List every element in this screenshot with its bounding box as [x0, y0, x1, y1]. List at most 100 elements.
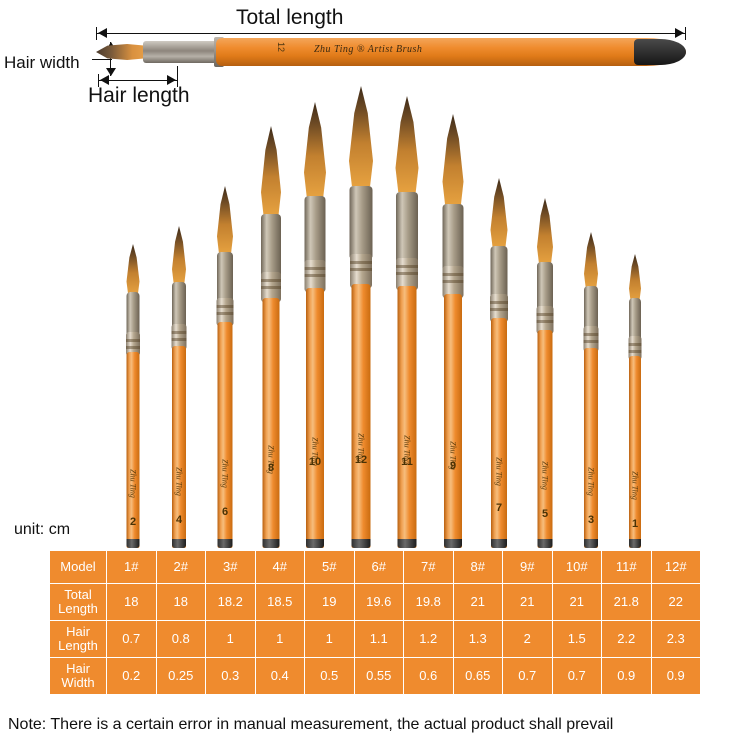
cell-total-length-8: 21	[452, 583, 503, 621]
brush-size-number: 12	[354, 454, 368, 466]
brush-item: Zhu Ting 4	[166, 226, 192, 548]
cell-total-length-6: 19.6	[353, 583, 404, 621]
brush-size-lineup: Zhu Ting 2 Zhu Ting 4 Zhu Ting 6 Zhu Tin…	[120, 86, 648, 548]
brush-item: Zhu Ting 12	[348, 86, 374, 548]
row-header-hair-length: Hair Length	[49, 620, 107, 658]
brush-item: Zhu Ting 7	[486, 178, 512, 548]
cell-model-2: 2#	[155, 550, 206, 584]
cell-hair-width-3: 0.3	[205, 657, 256, 695]
brush-hair	[172, 226, 186, 286]
brush-ring	[216, 298, 234, 326]
cell-hair-length-9: 2	[502, 620, 553, 658]
row-header-hair-length-line1: Hair	[66, 624, 90, 639]
brush-handle	[217, 322, 233, 548]
hair-length-label: Hair length	[88, 84, 190, 107]
brush-item: Zhu Ting 6	[212, 186, 238, 548]
brush-brand: Zhu Ting	[128, 469, 138, 498]
brush-ferrule	[584, 286, 598, 330]
cell-total-length-10: 21	[551, 583, 602, 621]
brush-ferrule	[126, 292, 140, 336]
brush-ferrule	[261, 214, 281, 276]
brush-item: Zhu Ting 3	[578, 232, 604, 548]
cell-model-12: 12#	[650, 550, 701, 584]
cell-hair-width-8: 0.65	[452, 657, 503, 695]
cell-model-7: 7#	[403, 550, 454, 584]
row-header-hair-width-line1: Hair	[66, 661, 90, 676]
brush-item: Zhu Ting 1	[622, 254, 648, 548]
brush-ferrule	[490, 246, 508, 298]
cell-hair-width-1: 0.2	[106, 657, 157, 695]
brush-handle	[537, 330, 553, 548]
brush-ring	[171, 324, 187, 350]
brush-ferrule	[537, 262, 553, 310]
row-header-total-length: Total Length	[49, 583, 107, 621]
table-row-total-length: Total Length 18 18 18.2 18.5 19 19.6 19.…	[49, 583, 701, 621]
cell-hair-length-2: 0.8	[155, 620, 206, 658]
cell-total-length-4: 18.5	[254, 583, 305, 621]
table-row-model: Model 1# 2# 3# 4# 5# 6# 7# 8# 9# 10# 11#…	[49, 550, 701, 584]
cell-hair-length-1: 0.7	[106, 620, 157, 658]
cell-model-1: 1#	[106, 550, 157, 584]
reference-brush-ferrule	[143, 41, 223, 63]
row-header-hair-width-line2: Width	[61, 675, 95, 690]
hair-length-tick-right	[177, 66, 178, 87]
total-length-arrowhead-left	[98, 28, 107, 38]
brush-handle	[172, 346, 186, 548]
cell-model-10: 10#	[551, 550, 602, 584]
hair-length-arrow	[98, 80, 178, 81]
reference-brush-brand: Zhu Ting ® Artist Brush	[314, 44, 423, 55]
unit-label: unit: cm	[14, 521, 71, 538]
brush-hair	[442, 114, 464, 208]
cell-total-length-2: 18	[155, 583, 206, 621]
brush-item: Zhu Ting 10	[302, 102, 328, 548]
brush-ferrule	[442, 204, 464, 270]
total-length-arrow	[96, 33, 686, 34]
cell-hair-width-12: 0.9	[650, 657, 701, 695]
brush-hair	[349, 86, 373, 190]
cell-hair-length-10: 1.5	[551, 620, 602, 658]
cell-total-length-5: 19	[304, 583, 355, 621]
brush-hair	[395, 96, 419, 196]
brush-hair	[490, 178, 508, 250]
brush-ring	[442, 266, 464, 298]
hair-width-leader	[92, 59, 112, 60]
cell-model-11: 11#	[601, 550, 652, 584]
brush-ring	[304, 260, 326, 292]
brush-handle	[306, 288, 324, 548]
hair-length-arrowhead-left	[100, 75, 109, 85]
brush-ring	[396, 258, 418, 290]
cell-hair-width-11: 0.9	[601, 657, 652, 695]
brush-ferrule	[396, 192, 418, 262]
total-length-arrowhead-right	[675, 28, 684, 38]
cell-total-length-3: 18.2	[205, 583, 256, 621]
cell-hair-width-7: 0.6	[403, 657, 454, 695]
brush-handle	[351, 284, 371, 548]
brush-handle	[629, 356, 641, 548]
brush-ferrule	[217, 252, 233, 302]
brush-size-number: 6	[221, 506, 229, 518]
brush-item: Zhu Ting 5	[532, 198, 558, 548]
brush-handle	[262, 298, 280, 548]
cell-hair-length-7: 1.2	[403, 620, 454, 658]
brush-hair	[217, 186, 233, 256]
table-row-hair-length: Hair Length 0.7 0.8 1 1 1 1.1 1.2 1.3 2 …	[49, 620, 701, 658]
brush-item: Zhu Ting 2	[120, 244, 146, 548]
hair-width-label: Hair width	[4, 53, 80, 72]
brush-handle	[397, 286, 417, 548]
cell-hair-length-5: 1	[304, 620, 355, 658]
row-header-total-length-line1: Total	[64, 587, 92, 602]
brush-handle	[444, 294, 462, 548]
cell-hair-width-9: 0.7	[502, 657, 553, 695]
cell-model-4: 4#	[254, 550, 305, 584]
cell-hair-length-11: 2.2	[601, 620, 652, 658]
brush-ferrule	[629, 298, 641, 340]
cell-hair-length-4: 1	[254, 620, 305, 658]
brush-item: Zhu Ting 8	[258, 126, 284, 548]
brush-brand: Zhu Ting	[630, 471, 640, 500]
cell-hair-width-5: 0.5	[304, 657, 355, 695]
row-header-hair-width: Hair Width	[49, 657, 107, 695]
brush-ring	[583, 326, 599, 352]
row-header-model: Model	[49, 550, 107, 584]
brush-ring	[628, 336, 642, 360]
brush-item: Zhu Ting 11	[394, 96, 420, 548]
